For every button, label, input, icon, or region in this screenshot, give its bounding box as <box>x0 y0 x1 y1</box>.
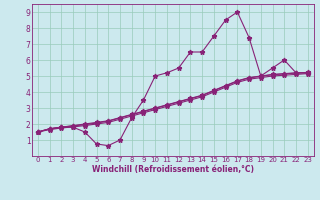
X-axis label: Windchill (Refroidissement éolien,°C): Windchill (Refroidissement éolien,°C) <box>92 165 254 174</box>
